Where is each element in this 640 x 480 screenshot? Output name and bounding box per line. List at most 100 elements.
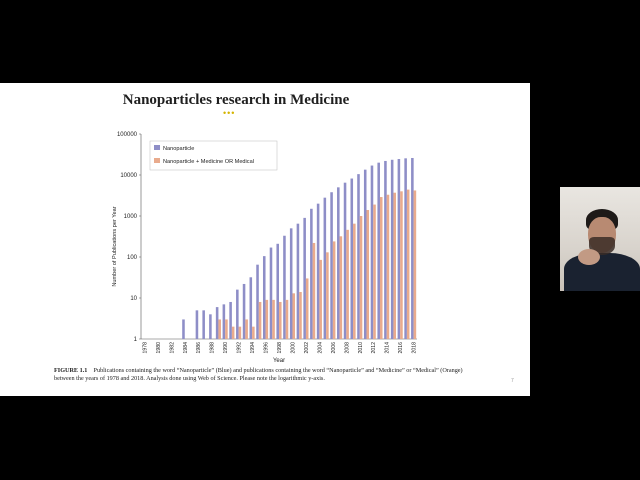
bar-nanoparticle [343,182,347,339]
bar-nanoparticle-medicine [225,319,228,339]
x-tick-label: 2006 [331,342,337,354]
bar-nanoparticle-medicine [272,299,275,339]
bar-nanoparticle [337,187,340,339]
x-tick-label: 2002 [304,342,310,354]
x-tick-label: 2018 [412,342,418,354]
bar-nanoparticle-medicine [292,293,296,339]
bar-nanoparticle [229,301,232,339]
bar-nanoparticle-medicine [218,319,221,339]
bar-nanoparticle [289,228,293,339]
bar-nanoparticle [249,277,253,339]
bar-nanoparticle-medicine [285,299,289,339]
bar-nanoparticle [182,319,185,339]
x-tick-label: 1996 [264,342,270,354]
bar-nanoparticle-medicine [332,241,336,339]
legend-label: Nanoparticle [163,146,194,152]
x-tick-label: 1982 [169,342,175,354]
page-number: 7 [511,378,514,384]
bar-nanoparticle [222,304,226,339]
x-tick-label: 2010 [358,342,364,354]
bar-nanoparticle-medicine [400,191,403,339]
bar-nanoparticle [296,223,300,339]
x-tick-label: 1978 [142,342,148,354]
x-tick-label: 2016 [398,342,404,354]
x-tick-label: 1988 [210,342,216,354]
bar-nanoparticle-medicine [386,194,390,339]
presenter-body [564,253,640,291]
bar-nanoparticle [256,264,259,339]
presenter-hand [578,249,600,265]
y-tick-label: 10 [130,296,137,302]
bar-nanoparticle [303,217,306,339]
x-tick-label: 1994 [250,342,256,354]
title-dots: ••• [223,108,236,118]
bar-nanoparticle [397,159,401,339]
x-axis-label: Year [273,358,285,364]
bar-nanoparticle [390,159,394,339]
x-tick-label: 1998 [277,342,283,354]
bar-nanoparticle-medicine [258,301,262,339]
x-tick-label: 2014 [385,342,391,354]
bar-nanoparticle [276,243,279,339]
x-tick-label: 1984 [183,342,189,354]
bar-nanoparticle-medicine [245,319,248,339]
bar-nanoparticle-medicine [393,192,396,339]
bar-nanoparticle [370,165,374,339]
x-tick-label: 2008 [344,342,350,354]
bar-nanoparticle-medicine [359,216,363,339]
x-tick-label: 2012 [371,342,377,354]
bar-nanoparticle-medicine [319,259,322,339]
caption-text: Publications containing the word “Nanopa… [54,367,463,382]
legend-box [149,140,278,171]
caption-label: FIGURE 1.1 [54,367,88,374]
y-tick-label: 1 [134,337,138,343]
bar-nanoparticle [384,160,387,339]
slide-title: Nanoparticles research in Medicine [122,92,350,108]
bar-nanoparticle [195,310,199,339]
bar-nanoparticle-medicine [379,197,383,339]
bar-nanoparticle-medicine [406,189,410,339]
bar-nanoparticle-medicine [231,326,235,339]
bar-nanoparticle-medicine [339,236,343,339]
bar-nanoparticle [323,197,327,339]
x-tick-label: 1992 [237,342,243,354]
legend-swatch [154,158,160,163]
bar-nanoparticle-medicine [305,278,309,339]
bar-nanoparticle-medicine [312,242,316,339]
bar-nanoparticle [202,310,205,339]
figure-caption: FIGURE 1.1 Publications containing the w… [54,367,484,383]
slide [0,83,530,396]
bar-nanoparticle-medicine [326,252,329,339]
bar-nanoparticle-medicine [373,204,376,339]
bar-nanoparticle [236,289,239,339]
bar-nanoparticle-medicine [265,299,269,339]
x-tick-label: 1980 [156,342,162,354]
bar-nanoparticle-medicine [346,229,349,339]
bar-nanoparticle-medicine [279,301,282,339]
bar-nanoparticle [242,283,246,339]
x-tick-label: 1986 [196,342,202,354]
bar-nanoparticle [357,174,360,339]
bar-nanoparticle-medicine [353,223,356,339]
bar-nanoparticle [209,314,212,339]
x-tick-label: 2000 [290,342,296,354]
legend-label: Nanoparticle + Medicine OR Medical [163,159,254,165]
bar-nanoparticle-medicine [366,210,370,339]
bar-nanoparticle-medicine [299,292,302,339]
bar-nanoparticle [363,169,367,339]
bar-nanoparticle [262,256,266,339]
webcam-presenter-video [560,187,640,291]
bar-nanoparticle [404,158,407,339]
bar-nanoparticle [330,192,333,339]
y-tick-label: 10000 [120,173,137,179]
bar-nanoparticle [377,162,380,339]
bar-nanoparticle [283,235,286,339]
x-tick-label: 2004 [317,342,323,354]
bar-nanoparticle [411,157,414,339]
bar-nanoparticle [215,307,219,339]
bar-nanoparticle [350,178,354,339]
y-tick-label: 100000 [117,132,138,138]
bar-nanoparticle [310,208,313,339]
x-tick-label: 1990 [223,342,229,354]
